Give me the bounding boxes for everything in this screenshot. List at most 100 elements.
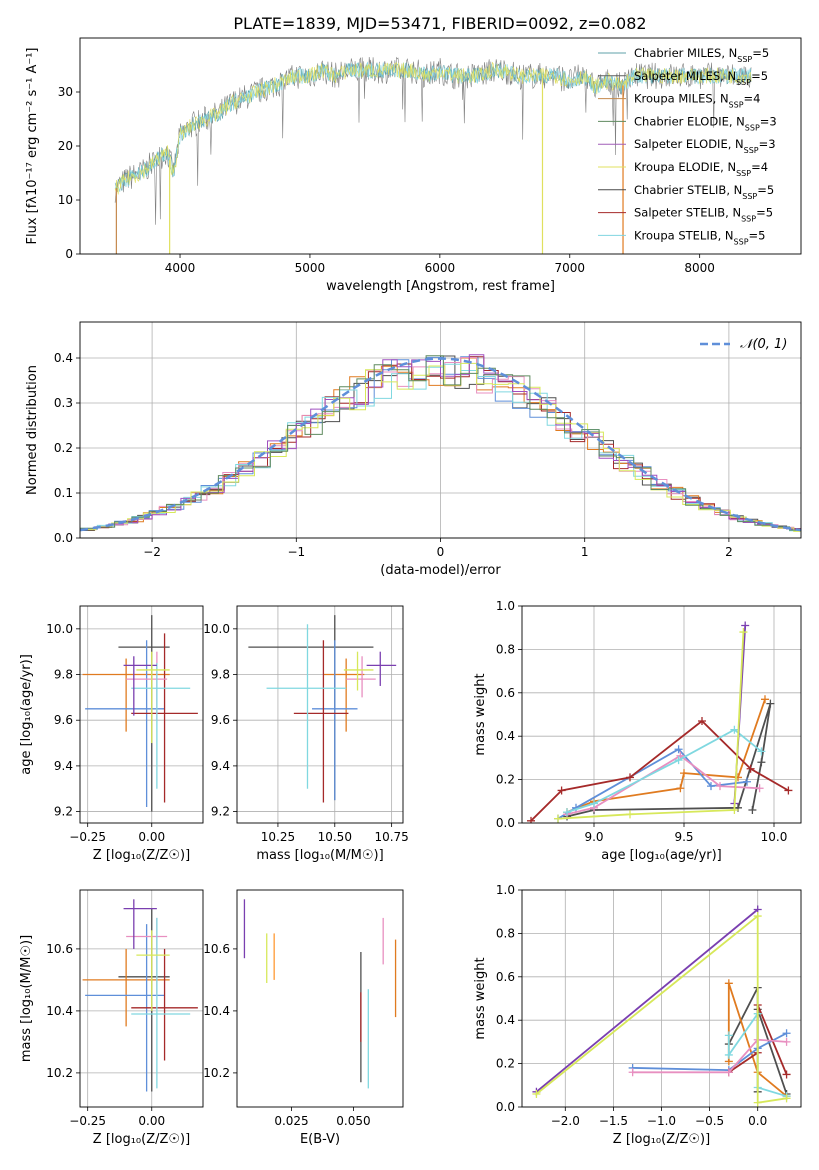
ytick-label-4: 0.8 bbox=[496, 926, 515, 940]
series-marker-1-3 bbox=[680, 769, 688, 778]
series-line-0 bbox=[566, 703, 772, 818]
xtick-label-0: 10.25 bbox=[261, 830, 295, 844]
xtick-label-2: 6000 bbox=[425, 261, 456, 275]
series-marker-5-1 bbox=[724, 1050, 733, 1059]
series-7 bbox=[532, 912, 791, 1107]
series-marker-3-2 bbox=[626, 773, 634, 782]
series-marker-7-2 bbox=[730, 805, 739, 814]
spectrum-trace-2 bbox=[114, 61, 752, 192]
ytick-label-0: 0.0 bbox=[496, 816, 515, 830]
ytick-label-1: 10.4 bbox=[46, 1004, 73, 1018]
figure-title: PLATE=1839, MJD=53471, FIBERID=0092, z=0… bbox=[233, 14, 646, 33]
ytick-label-0: 0 bbox=[65, 247, 73, 261]
histogram-5 bbox=[80, 363, 801, 532]
ytick-label-3: 0.3 bbox=[54, 396, 73, 410]
series-marker-1-1 bbox=[724, 979, 733, 988]
series-marker-7-0 bbox=[532, 1089, 541, 1098]
plot-area bbox=[248, 615, 397, 803]
series-marker-5-0 bbox=[724, 1031, 733, 1040]
ytick-label-2: 9.6 bbox=[211, 713, 230, 727]
xtick-label-1: 0.050 bbox=[336, 1114, 370, 1128]
series-marker-3-3 bbox=[698, 717, 706, 726]
legend-label-5: Kroupa ELODIE, NSSP=4 bbox=[634, 160, 768, 178]
xtick-label-0: −2.0 bbox=[551, 1114, 580, 1128]
ytick-label-2: 9.6 bbox=[54, 713, 73, 727]
ytick-label-5: 1.0 bbox=[496, 883, 515, 897]
ylabel: mass [log₁₀(M/M☉)] bbox=[19, 935, 34, 1062]
series-4 bbox=[628, 1035, 791, 1077]
xlabel: age [log₁₀(age/yr)] bbox=[601, 848, 722, 863]
ytick-label-2: 20 bbox=[58, 139, 73, 153]
ytick-label-4: 0.4 bbox=[54, 351, 73, 365]
histogram-8 bbox=[80, 355, 801, 531]
xtick-label-0: −0.25 bbox=[69, 830, 106, 844]
plot-area bbox=[527, 621, 793, 823]
ytick-label-0: 10.2 bbox=[203, 1066, 230, 1080]
series-marker-3-0 bbox=[527, 816, 535, 823]
xtick-label-1: 0.00 bbox=[138, 1114, 165, 1128]
xtick-label-2: −1.0 bbox=[647, 1114, 676, 1128]
point-3 bbox=[293, 640, 349, 803]
ytick-label-2: 10.6 bbox=[46, 942, 73, 956]
ytick-label-2: 0.4 bbox=[496, 1013, 515, 1027]
panel-z_weight: −2.0 −1.5 −1.0 −0.5 0.0 0.0 0.2 0.4 0.6 0.8 1.0 Z [… bbox=[473, 883, 802, 1147]
series-marker-4-1 bbox=[724, 1068, 733, 1077]
axes-frame bbox=[79, 605, 204, 824]
ytick-label-4: 10.0 bbox=[46, 622, 73, 636]
ytick-label-2: 10.6 bbox=[203, 942, 230, 956]
xtick-label-2: 10.75 bbox=[374, 830, 408, 844]
point-6 bbox=[366, 651, 397, 686]
series-marker-2-4 bbox=[743, 777, 751, 786]
xtick-label-3: −0.5 bbox=[695, 1114, 724, 1128]
series-7 bbox=[554, 628, 748, 823]
ytick-label-0: 10.2 bbox=[46, 1066, 73, 1080]
series-marker-7-1 bbox=[753, 912, 762, 921]
xtick-label-3: 7000 bbox=[554, 261, 585, 275]
plot-area bbox=[82, 899, 198, 1092]
point-7 bbox=[136, 651, 170, 744]
histogram-3 bbox=[80, 356, 801, 531]
ytick-label-4: 0.8 bbox=[496, 642, 515, 656]
ytick-label-0: 0.0 bbox=[496, 1100, 515, 1114]
ytick-label-0: 9.2 bbox=[54, 805, 73, 819]
xtick-label-1: 0.00 bbox=[138, 830, 165, 844]
histogram-7 bbox=[80, 362, 801, 532]
series-marker-7-2 bbox=[753, 1098, 762, 1107]
panel-residuals: −2 −1 0 1 2 0.0 0.1 0.2 0.3 0.4 (data-model)/error… bbox=[25, 321, 802, 578]
plot-area bbox=[82, 615, 198, 812]
series-3 bbox=[527, 717, 793, 823]
panel-mass_age: 10.25 10.50 10.75 9.2 9.4 9.6 9.8 10.0 mass [log… bbox=[203, 605, 409, 863]
series-line-7 bbox=[557, 631, 745, 820]
series-line-5 bbox=[566, 728, 762, 813]
ytick-label-1: 0.1 bbox=[54, 486, 73, 500]
panel-z_age: −0.25 0.00 9.2 9.4 9.6 9.8 10.0 Z [log₁₀(Z/Z☉)]… bbox=[19, 605, 204, 863]
axes-frame bbox=[521, 605, 802, 824]
point-5 bbox=[131, 917, 191, 1089]
ytick-label-3: 30 bbox=[58, 85, 73, 99]
spectrum-trace-3 bbox=[114, 61, 752, 195]
axes-frame bbox=[79, 37, 802, 255]
xlabel: wavelength [Angstrom, rest frame] bbox=[326, 279, 555, 294]
axes-frame bbox=[236, 605, 404, 824]
xtick-label-4: 2 bbox=[725, 545, 733, 559]
legend-label-3: Chabrier ELODIE, NSSP=3 bbox=[634, 114, 777, 131]
ylabel: age [log₁₀(age/yr)] bbox=[19, 654, 34, 775]
series-marker-0-4 bbox=[757, 758, 766, 767]
series-marker-3-1 bbox=[557, 786, 566, 795]
series-marker-5-4 bbox=[757, 747, 766, 756]
series-marker-3-3 bbox=[782, 1070, 791, 1079]
xtick-label-4: 8000 bbox=[684, 261, 715, 275]
legend: Chabrier MILES, NSSP=5 Salpeter MILES, NS… bbox=[598, 46, 777, 246]
series-marker-7-0 bbox=[554, 814, 562, 823]
point-6 bbox=[123, 899, 157, 949]
series-marker-2-3 bbox=[707, 782, 715, 791]
axes-frame bbox=[236, 889, 404, 1108]
ytick-label-1: 9.4 bbox=[54, 759, 73, 773]
point-1 bbox=[82, 658, 170, 732]
legend-label-2: Kroupa MILES, NSSP=4 bbox=[634, 92, 760, 110]
xtick-label-0: −0.25 bbox=[69, 1114, 106, 1128]
ytick-label-2: 0.4 bbox=[496, 729, 515, 743]
ytick-label-3: 0.6 bbox=[496, 686, 515, 700]
ytick-label-2: 0.2 bbox=[54, 441, 73, 455]
gaussian-curve bbox=[80, 357, 801, 532]
